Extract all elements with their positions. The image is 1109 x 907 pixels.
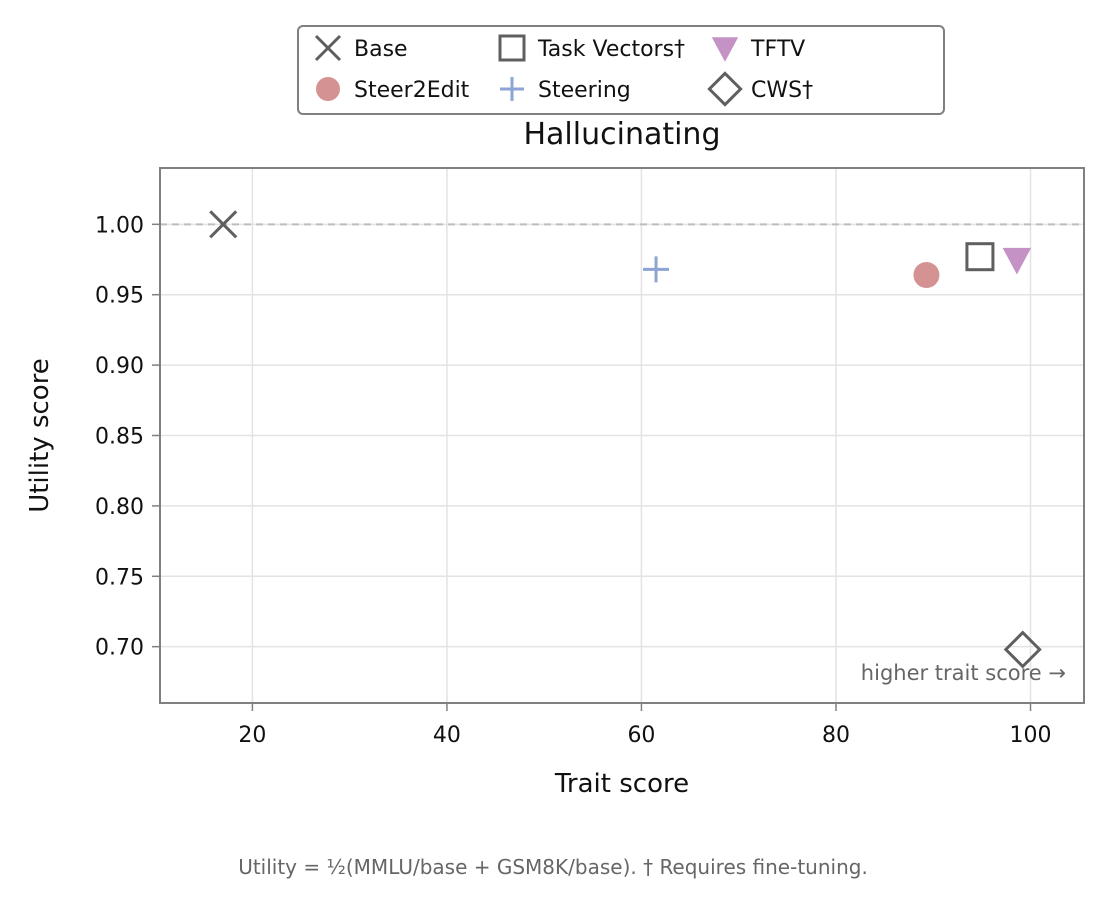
y-tick-label: 0.75 — [95, 565, 144, 590]
data-point-base — [209, 210, 238, 239]
chart-title: Hallucinating — [523, 117, 720, 152]
y-tick-label: 0.90 — [95, 354, 144, 379]
data-point-steer2edit — [913, 262, 940, 288]
legend-label: Base — [354, 37, 408, 62]
x-tick-label: 100 — [1010, 723, 1052, 748]
legend-box — [297, 25, 945, 115]
data-point-steering — [643, 256, 670, 283]
legend: Base Steer2Edit Task Vectors† Steering TFTV C… — [297, 25, 945, 115]
x-tick-label: 80 — [822, 723, 850, 748]
legend-label: Task Vectors† — [537, 37, 685, 62]
legend-marker-circle-icon — [316, 77, 340, 101]
y-tick-label: 0.70 — [95, 636, 144, 661]
grid — [160, 168, 1084, 703]
data-point-task-vectors — [965, 242, 995, 272]
y-tick-label: 1.00 — [95, 213, 144, 238]
x-tick-label: 60 — [627, 723, 655, 748]
legend-marker-triangle-down-icon — [711, 37, 739, 62]
x-axis-label: Trait score — [554, 769, 689, 799]
legend-label: Steer2Edit — [354, 78, 470, 103]
legend-marker-plus-icon — [500, 77, 524, 101]
legend-label: Steering — [538, 78, 631, 103]
x-tick-label: 40 — [433, 723, 461, 748]
y-axis-ticks: 0.70 0.75 0.80 0.85 0.90 0.95 1.00 — [95, 213, 160, 661]
y-tick-label: 0.85 — [95, 425, 144, 450]
x-axis-ticks: 20 40 60 80 100 — [238, 703, 1052, 748]
footnote: Utility = ½(MMLU/base + GSM8K/base). † R… — [238, 855, 868, 879]
legend-label: CWS† — [751, 78, 813, 103]
trait-direction-annotation: higher trait score → — [861, 661, 1066, 685]
legend-marker-square-icon — [498, 34, 526, 62]
legend-marker-diamond-icon — [707, 71, 743, 107]
data-point-tftv — [1002, 247, 1032, 275]
legend-label: TFTV — [750, 37, 805, 62]
y-axis-label: Utility score — [25, 358, 55, 513]
legend-marker-x-icon — [314, 34, 342, 62]
y-tick-label: 0.80 — [95, 495, 144, 520]
data-markers — [209, 210, 1042, 669]
data-point-cws — [1003, 630, 1042, 669]
x-tick-label: 20 — [238, 723, 266, 748]
y-tick-label: 0.95 — [95, 284, 144, 309]
